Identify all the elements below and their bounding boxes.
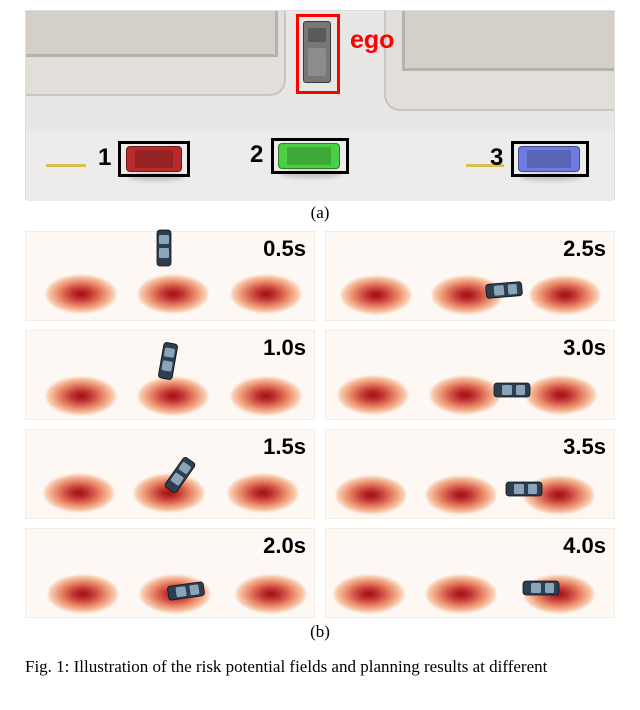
block-top-left-inner (26, 11, 278, 57)
figure-caption: Fig. 1: Illustration of the risk potenti… (0, 655, 640, 677)
time-label: 1.0s (263, 335, 306, 361)
risk-blob (138, 275, 208, 313)
block-top-right (384, 11, 614, 111)
time-label: 1.5s (263, 434, 306, 460)
ego-label: ego (350, 26, 394, 55)
time-label: 3.0s (563, 335, 606, 361)
risk-blob (426, 575, 496, 613)
ego-car-icon (521, 578, 561, 598)
car-3-icon (518, 146, 580, 172)
car-2-icon (278, 143, 340, 169)
risk-blob (426, 476, 496, 514)
heatmap-panel: 3.0s (325, 330, 615, 420)
risk-blob (138, 377, 208, 415)
ego-car-icon (303, 21, 331, 83)
lane-marking (46, 164, 86, 167)
heatmap-panel: 4.0s (325, 528, 615, 618)
time-label: 3.5s (563, 434, 606, 460)
heatmap-panel: 0.5s (25, 231, 315, 321)
car-1-icon (126, 146, 182, 172)
time-label: 2.5s (563, 236, 606, 262)
panel-column-left: 0.5s 1.0s 1.5s 2.0s (25, 231, 315, 619)
ego-car-icon (492, 380, 532, 400)
block-top-left (26, 11, 286, 96)
risk-blob (228, 474, 298, 512)
time-label: 4.0s (563, 533, 606, 559)
risk-blob (526, 376, 596, 414)
heatmap-panel: 2.5s (325, 231, 615, 321)
subfigure-a-label: (a) (311, 203, 330, 223)
car-number-3: 3 (490, 144, 503, 172)
ego-car-icon (155, 340, 182, 383)
heatmap-panel: 2.0s (25, 528, 315, 618)
car-number-2: 2 (250, 141, 263, 169)
risk-blob (334, 575, 404, 613)
ego-car-icon (483, 278, 525, 301)
heatmap-panel: 3.5s (325, 429, 615, 519)
risk-blob (236, 575, 306, 613)
risk-blob (231, 275, 301, 313)
risk-blob (341, 276, 411, 314)
subfigure-a: ego 1 2 3 (a) (25, 10, 615, 223)
risk-blob (46, 275, 116, 313)
scene-a: ego 1 2 3 (25, 10, 615, 200)
time-label: 0.5s (263, 236, 306, 262)
risk-blob (48, 575, 118, 613)
risk-blob (231, 377, 301, 415)
ego-car-icon (154, 228, 174, 268)
panel-column-right: 2.5s 3.0s 3.5s 4.0s (325, 231, 615, 619)
car-number-1: 1 (98, 144, 111, 172)
risk-blob (44, 474, 114, 512)
subfigure-b-label: (b) (310, 622, 330, 642)
block-top-right-inner (402, 11, 614, 71)
figure: ego 1 2 3 (a) 0.5s 1.0s 1.5s 2.0s 2.5s 3.0… (0, 0, 640, 655)
time-label: 2.0s (263, 533, 306, 559)
risk-blob (338, 376, 408, 414)
heatmap-panel: 1.5s (25, 429, 315, 519)
risk-blob (336, 476, 406, 514)
scene-b: 0.5s 1.0s 1.5s 2.0s 2.5s 3.0s 3.5s 4.0s (25, 231, 615, 619)
risk-blob (530, 276, 600, 314)
risk-blob (430, 376, 500, 414)
heatmap-panel: 1.0s (25, 330, 315, 420)
ego-car-icon (504, 479, 544, 499)
risk-blob (46, 377, 116, 415)
subfigure-b: 0.5s 1.0s 1.5s 2.0s 2.5s 3.0s 3.5s 4.0s … (25, 231, 615, 642)
